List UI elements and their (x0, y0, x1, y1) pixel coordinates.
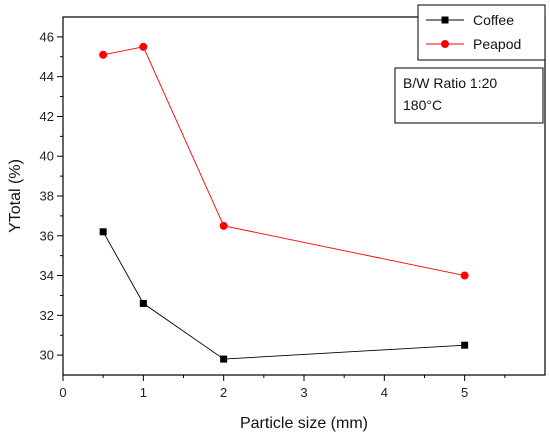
legend-marker (441, 40, 449, 48)
x-tick-label: 0 (59, 385, 66, 400)
data-point-peapod (460, 271, 469, 280)
y-tick-label: 46 (40, 29, 54, 44)
x-tick-label: 2 (220, 385, 227, 400)
data-point-coffee (220, 355, 228, 363)
annotation-frame (394, 67, 544, 124)
y-tick-label: 30 (40, 348, 54, 363)
legend: Coffee Peapod (417, 4, 546, 61)
x-tick-label: 4 (381, 385, 388, 400)
legend-label: Coffee (473, 12, 514, 28)
y-tick-label: 32 (40, 308, 54, 323)
data-point-peapod (139, 42, 148, 51)
y-tick-label: 42 (40, 109, 54, 124)
series-layer (99, 42, 469, 363)
x-tick-label: 5 (461, 385, 468, 400)
x-tick-label: 1 (140, 385, 147, 400)
x-tick-label: 3 (300, 385, 307, 400)
legend-box (417, 4, 546, 61)
series-line-peapod (103, 46, 465, 277)
legend-label: Peapod (473, 36, 521, 52)
y-tick-label: 40 (40, 149, 54, 164)
data-point-peapod (219, 221, 228, 230)
x-axis-title: Particle size (mm) (240, 415, 368, 432)
y-tick-label: 38 (40, 189, 54, 204)
legend-marker (441, 16, 449, 24)
data-point-peapod (99, 50, 108, 59)
data-point-coffee (139, 299, 147, 307)
series-line-coffee (102, 231, 465, 360)
y-tick-label: 44 (40, 69, 54, 84)
annotation-box: B/W Ratio 1:20 180°C (394, 67, 544, 124)
y-axis-title: YTotal (%) (7, 159, 24, 233)
annotation-line: B/W Ratio 1:20 (403, 75, 497, 91)
data-point-coffee (99, 228, 107, 236)
data-point-coffee (461, 341, 469, 349)
y-tick-label: 34 (40, 268, 54, 283)
y-tick-label: 36 (40, 228, 54, 243)
annotation-line: 180°C (403, 97, 442, 113)
